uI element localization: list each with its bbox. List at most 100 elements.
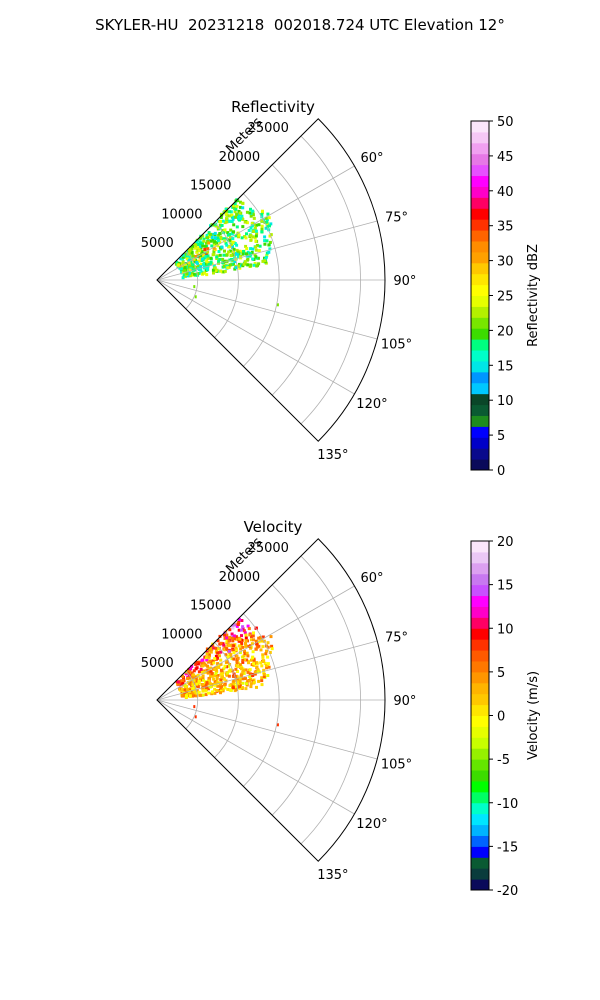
echo-gate — [249, 207, 252, 211]
echo-gate — [203, 271, 207, 275]
echo-gate — [246, 263, 250, 267]
echo-gate — [193, 285, 196, 289]
echo-gate — [241, 252, 245, 256]
echo-gate — [225, 636, 229, 640]
echo-gate — [209, 670, 213, 674]
echo-gate — [197, 670, 201, 674]
colorbar-tick-label: 45 — [497, 150, 514, 165]
echo-gate — [200, 257, 204, 261]
echo-gate — [208, 682, 212, 686]
echo-gate — [240, 672, 244, 676]
echo-gate — [229, 249, 233, 253]
echo-gate — [197, 660, 201, 664]
echo-gate — [240, 634, 243, 638]
echo-gate — [191, 244, 195, 248]
echo-gate — [188, 273, 192, 277]
echo-gate — [235, 654, 239, 658]
echo-gate — [266, 655, 270, 659]
echo-gate — [185, 257, 189, 261]
azimuth-tick-label: 60° — [360, 571, 383, 586]
echo-gate — [264, 255, 268, 259]
echo-gate — [200, 250, 204, 254]
echo-gate — [250, 658, 253, 662]
echo-gate — [256, 667, 260, 671]
echo-gate — [223, 636, 227, 640]
echo-gate — [229, 228, 233, 232]
echo-gate — [201, 674, 205, 678]
echo-gate — [221, 675, 224, 679]
echo-gate — [266, 645, 270, 649]
echo-gate — [207, 653, 211, 657]
echo-gate — [252, 263, 256, 267]
echo-gate — [217, 259, 221, 263]
echo-gate — [192, 679, 196, 683]
echo-gate — [219, 216, 223, 219]
colorbar-segment — [471, 780, 489, 793]
echo-gate — [240, 619, 244, 622]
echo-gate — [191, 683, 194, 686]
echo-gate — [236, 264, 240, 268]
echo-gate — [203, 248, 207, 251]
echo-gate — [262, 668, 266, 672]
echo-gate — [232, 205, 235, 209]
echo-gate — [252, 662, 256, 666]
echo-gate — [255, 642, 259, 646]
echo-gate — [180, 257, 184, 261]
range-tick-label: 20000 — [219, 570, 260, 585]
echo-gate — [228, 210, 231, 214]
colorbar-segment — [471, 164, 489, 177]
echo-gate — [276, 303, 279, 307]
echo-gate — [209, 256, 213, 260]
echo-gate — [244, 639, 248, 643]
colorbar-segment — [471, 606, 489, 618]
echo-gate — [238, 651, 242, 655]
colorbar-tick-label: 30 — [497, 255, 514, 270]
echo-gate — [215, 268, 219, 272]
colorbar-segment — [471, 208, 489, 220]
echo-gate — [189, 677, 193, 681]
echo-gate — [249, 238, 253, 242]
echo-gate — [232, 623, 236, 627]
echo-gate — [231, 240, 235, 244]
echo-gate — [238, 678, 242, 682]
echo-gate — [246, 679, 250, 683]
echo-gate — [233, 637, 237, 641]
echo-gate — [186, 680, 190, 684]
echo-gate — [217, 250, 221, 253]
echo-gate — [219, 686, 223, 690]
echo-gate — [206, 236, 210, 240]
echo-gate — [213, 240, 217, 244]
sector-frame — [156, 538, 386, 862]
echo-gate — [248, 252, 252, 256]
echo-gate — [260, 676, 264, 680]
echo-gate — [201, 676, 205, 680]
echo-gate — [192, 675, 196, 679]
echo-gate — [197, 679, 201, 683]
echo-gate — [191, 263, 195, 267]
echo-gate — [231, 246, 234, 249]
echo-gate — [241, 681, 245, 685]
echo-gate — [224, 241, 228, 245]
azimuth-tick-label: 120° — [356, 817, 387, 832]
echo-gate — [200, 262, 203, 266]
echo-gate — [222, 259, 226, 263]
echo-gate — [213, 687, 217, 691]
echo-gate — [206, 247, 210, 251]
colorbar-segment — [471, 541, 489, 553]
echo-gate — [251, 213, 255, 217]
echo-gate — [260, 230, 264, 234]
azimuth-tick-label: 90° — [393, 274, 416, 289]
echo-gate — [261, 645, 265, 649]
echo-gate — [182, 692, 186, 696]
echo-gate — [204, 683, 208, 687]
echo-gate — [205, 668, 209, 672]
echo-gate — [249, 234, 253, 237]
range-tick-label: 25000 — [248, 541, 289, 556]
echo-gate — [195, 688, 199, 692]
echo-gate — [221, 687, 225, 691]
echo-gate — [228, 684, 232, 688]
echo-gate — [212, 646, 216, 650]
echo-gate — [237, 235, 240, 239]
echo-gate — [256, 670, 259, 674]
echo-gate — [188, 694, 192, 698]
